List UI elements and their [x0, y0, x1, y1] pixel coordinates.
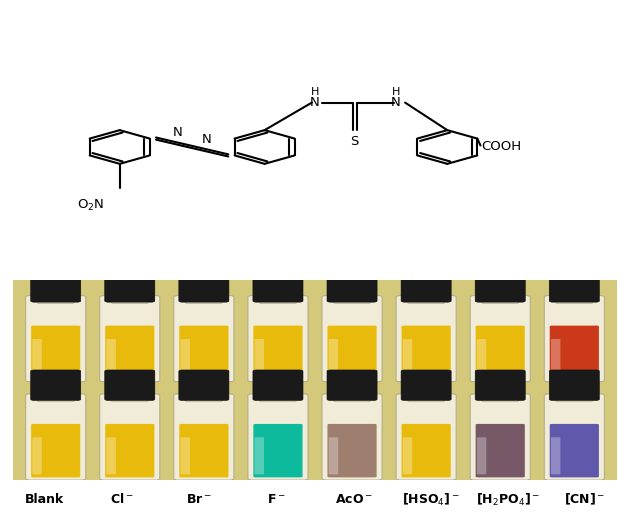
FancyBboxPatch shape	[31, 424, 80, 477]
FancyBboxPatch shape	[556, 295, 592, 304]
FancyBboxPatch shape	[403, 339, 412, 376]
FancyBboxPatch shape	[475, 278, 525, 302]
FancyBboxPatch shape	[477, 339, 486, 376]
FancyBboxPatch shape	[105, 424, 154, 477]
FancyBboxPatch shape	[186, 295, 222, 304]
FancyBboxPatch shape	[105, 370, 155, 400]
FancyBboxPatch shape	[31, 326, 80, 379]
FancyBboxPatch shape	[550, 326, 599, 379]
FancyBboxPatch shape	[180, 437, 190, 474]
Text: N: N	[202, 133, 212, 146]
Text: AcO$^-$: AcO$^-$	[335, 493, 372, 506]
FancyBboxPatch shape	[549, 370, 599, 400]
FancyBboxPatch shape	[551, 437, 561, 474]
FancyBboxPatch shape	[329, 437, 338, 474]
FancyBboxPatch shape	[329, 339, 338, 376]
FancyBboxPatch shape	[544, 296, 604, 382]
FancyBboxPatch shape	[179, 370, 229, 400]
FancyBboxPatch shape	[32, 437, 42, 474]
FancyBboxPatch shape	[105, 326, 154, 379]
FancyBboxPatch shape	[544, 394, 604, 480]
FancyBboxPatch shape	[408, 393, 444, 402]
FancyBboxPatch shape	[401, 278, 451, 302]
FancyBboxPatch shape	[403, 437, 412, 474]
FancyBboxPatch shape	[180, 326, 229, 379]
FancyBboxPatch shape	[482, 393, 518, 402]
FancyBboxPatch shape	[401, 370, 451, 400]
Text: Cl$^-$: Cl$^-$	[110, 493, 134, 506]
FancyBboxPatch shape	[482, 295, 518, 304]
FancyBboxPatch shape	[112, 295, 148, 304]
FancyBboxPatch shape	[477, 437, 486, 474]
FancyBboxPatch shape	[470, 296, 530, 382]
FancyBboxPatch shape	[180, 424, 229, 477]
FancyBboxPatch shape	[106, 437, 116, 474]
FancyBboxPatch shape	[408, 295, 444, 304]
FancyBboxPatch shape	[248, 394, 308, 480]
FancyBboxPatch shape	[476, 326, 525, 379]
FancyBboxPatch shape	[549, 278, 599, 302]
FancyBboxPatch shape	[255, 339, 264, 376]
FancyBboxPatch shape	[401, 424, 450, 477]
Text: N: N	[310, 96, 320, 109]
FancyBboxPatch shape	[253, 370, 303, 400]
FancyBboxPatch shape	[100, 394, 160, 480]
Text: N: N	[173, 126, 183, 139]
FancyBboxPatch shape	[556, 393, 592, 402]
Text: H: H	[391, 87, 400, 97]
FancyBboxPatch shape	[174, 296, 234, 382]
FancyBboxPatch shape	[100, 296, 160, 382]
Text: COOH: COOH	[481, 140, 521, 154]
FancyBboxPatch shape	[26, 394, 86, 480]
FancyBboxPatch shape	[396, 394, 456, 480]
FancyBboxPatch shape	[327, 370, 377, 400]
FancyBboxPatch shape	[322, 394, 382, 480]
FancyBboxPatch shape	[179, 278, 229, 302]
FancyBboxPatch shape	[328, 424, 377, 477]
FancyBboxPatch shape	[174, 394, 234, 480]
FancyBboxPatch shape	[475, 370, 525, 400]
FancyBboxPatch shape	[253, 326, 302, 379]
FancyBboxPatch shape	[551, 339, 561, 376]
Text: [H$_2$PO$_4$]$^-$: [H$_2$PO$_4$]$^-$	[476, 492, 540, 507]
FancyBboxPatch shape	[396, 296, 456, 382]
FancyBboxPatch shape	[401, 326, 450, 379]
FancyBboxPatch shape	[31, 370, 81, 400]
FancyBboxPatch shape	[31, 278, 81, 302]
FancyBboxPatch shape	[255, 437, 264, 474]
FancyBboxPatch shape	[327, 278, 377, 302]
FancyBboxPatch shape	[180, 339, 190, 376]
FancyBboxPatch shape	[550, 424, 599, 477]
Text: F$^-$: F$^-$	[267, 493, 286, 506]
FancyBboxPatch shape	[26, 296, 86, 382]
FancyBboxPatch shape	[248, 296, 308, 382]
Text: H: H	[311, 87, 319, 97]
FancyBboxPatch shape	[470, 394, 530, 480]
Text: O$_2$N: O$_2$N	[77, 197, 104, 213]
FancyBboxPatch shape	[334, 295, 370, 304]
FancyBboxPatch shape	[322, 296, 382, 382]
FancyBboxPatch shape	[260, 393, 296, 402]
FancyBboxPatch shape	[106, 339, 116, 376]
FancyBboxPatch shape	[476, 424, 525, 477]
FancyBboxPatch shape	[260, 295, 296, 304]
Text: S: S	[350, 135, 359, 148]
Text: Br$^-$: Br$^-$	[186, 493, 212, 506]
Text: Blank: Blank	[25, 493, 64, 506]
FancyBboxPatch shape	[186, 393, 222, 402]
FancyBboxPatch shape	[334, 393, 370, 402]
Text: [CN]$^-$: [CN]$^-$	[564, 492, 605, 507]
FancyBboxPatch shape	[112, 393, 148, 402]
FancyBboxPatch shape	[253, 424, 302, 477]
FancyBboxPatch shape	[32, 339, 42, 376]
FancyBboxPatch shape	[38, 295, 74, 304]
FancyBboxPatch shape	[253, 278, 303, 302]
FancyBboxPatch shape	[328, 326, 377, 379]
Text: [HSO$_4$]$^-$: [HSO$_4$]$^-$	[402, 492, 460, 507]
FancyBboxPatch shape	[105, 278, 155, 302]
Text: N: N	[391, 96, 401, 109]
FancyBboxPatch shape	[38, 393, 74, 402]
